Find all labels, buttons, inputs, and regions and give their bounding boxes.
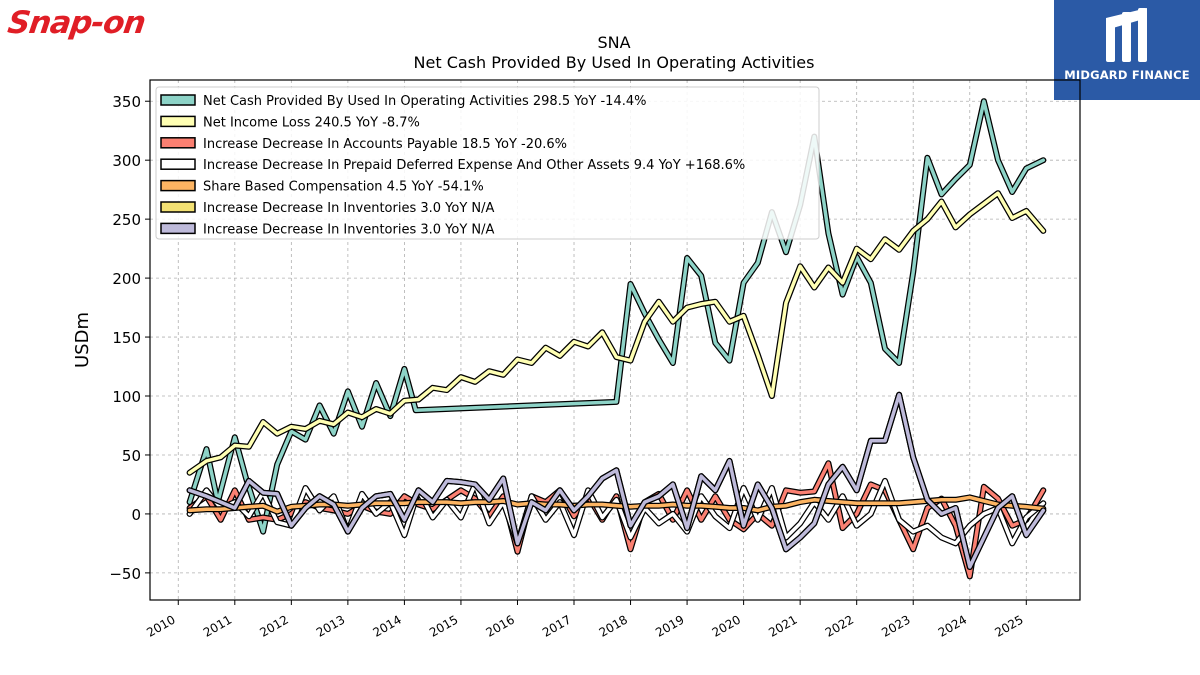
x-tick-label: 2020 bbox=[710, 612, 743, 639]
y-axis-label: USDm bbox=[72, 312, 93, 368]
x-axis: 2010 2011 2012 2013 2014 2015 2016 2017 2018 2019… bbox=[144, 600, 1027, 640]
legend-swatch bbox=[160, 222, 196, 235]
x-tick-label: 2013 bbox=[314, 612, 347, 639]
x-tick-label: 2017 bbox=[540, 612, 573, 639]
series-line-outline bbox=[186, 477, 1047, 547]
legend-label: Increase Decrease In Prepaid Deferred Ex… bbox=[203, 158, 745, 173]
x-tick-label: 2016 bbox=[484, 612, 517, 639]
legend-swatch bbox=[160, 179, 196, 192]
x-tick-label: 2022 bbox=[823, 612, 856, 639]
y-tick-label: −50 bbox=[109, 565, 141, 583]
series-line bbox=[187, 479, 1046, 546]
midgard-finance-emblem-icon bbox=[1106, 8, 1147, 62]
legend-item: Net Cash Provided By Used In Operating A… bbox=[160, 94, 646, 109]
series-line bbox=[187, 191, 1046, 475]
y-tick-label: 250 bbox=[112, 211, 141, 229]
legend-item: Increase Decrease In Accounts Payable 18… bbox=[160, 137, 567, 152]
y-tick-label: 50 bbox=[122, 447, 141, 465]
series-increase-decrease-in-inventories bbox=[186, 391, 1047, 570]
legend-label: Increase Decrease In Inventories 3.0 YoY… bbox=[203, 222, 495, 237]
x-tick-label: 2021 bbox=[766, 612, 799, 639]
legend-item: Increase Decrease In Inventories 3.0 YoY… bbox=[160, 222, 495, 237]
x-tick-label: 2012 bbox=[257, 612, 290, 639]
series-increase-decrease-in-prepaid-deferred-expense-and-other-assets bbox=[186, 477, 1047, 547]
series-net-cash-provided-by-used-in-operating-activities bbox=[186, 98, 1047, 535]
legend-label: Increase Decrease In Inventories 3.0 YoY… bbox=[203, 201, 495, 216]
legend-swatch bbox=[160, 94, 196, 106]
legend-swatch bbox=[160, 115, 196, 128]
x-tick-label: 2010 bbox=[144, 612, 177, 639]
series-lines bbox=[186, 98, 1047, 580]
x-tick-label: 2015 bbox=[427, 612, 460, 639]
legend-item: Share Based Compensation 4.5 YoY -54.1% bbox=[160, 179, 484, 195]
x-tick-label: 2018 bbox=[597, 612, 630, 639]
y-tick-label: 300 bbox=[112, 152, 141, 170]
x-tick-label: 2011 bbox=[201, 612, 234, 639]
chart-subtitle: Net Cash Provided By Used In Operating A… bbox=[414, 53, 815, 72]
midgard-finance-text: MIDGARD FINANCE bbox=[1064, 68, 1190, 82]
series-net-income-loss bbox=[186, 190, 1047, 476]
legend-swatch bbox=[160, 137, 196, 149]
y-axis: −50 0 50 100 150 200 250 300 350 bbox=[109, 93, 150, 583]
midgard-finance-badge: MIDGARD FINANCE bbox=[1054, 0, 1200, 100]
legend: Net Cash Provided By Used In Operating A… bbox=[155, 86, 820, 240]
legend-box bbox=[155, 86, 820, 240]
plot-frame bbox=[149, 79, 1081, 601]
legend-label: Net Cash Provided By Used In Operating A… bbox=[203, 94, 646, 109]
legend-label: Increase Decrease In Accounts Payable 18… bbox=[203, 137, 567, 152]
series-line bbox=[187, 99, 1046, 534]
y-tick-label: 0 bbox=[131, 506, 141, 524]
legend-swatch bbox=[160, 158, 196, 170]
x-tick-label: 2024 bbox=[936, 612, 969, 639]
legend-label: Net Income Loss 240.5 YoY -8.7% bbox=[203, 115, 420, 130]
x-tick-label: 2014 bbox=[370, 612, 403, 639]
y-tick-label: 200 bbox=[112, 270, 141, 288]
x-tick-label: 2023 bbox=[879, 612, 912, 639]
y-tick-label: 350 bbox=[112, 93, 141, 111]
legend-swatch bbox=[160, 201, 196, 213]
x-tick-label: 2025 bbox=[992, 612, 1025, 639]
chart-title: SNA bbox=[597, 33, 630, 52]
y-tick-label: 100 bbox=[112, 388, 141, 406]
legend-label: Share Based Compensation 4.5 YoY -54.1% bbox=[203, 180, 484, 195]
y-tick-label: 150 bbox=[112, 329, 141, 347]
series-line bbox=[187, 393, 1046, 569]
legend-item: Increase Decrease In Inventories 3.0 YoY… bbox=[160, 201, 495, 216]
legend-item: Net Income Loss 240.5 YoY -8.7% bbox=[160, 115, 420, 130]
x-tick-label: 2019 bbox=[653, 612, 686, 639]
legend-item: Increase Decrease In Prepaid Deferred Ex… bbox=[160, 158, 745, 173]
